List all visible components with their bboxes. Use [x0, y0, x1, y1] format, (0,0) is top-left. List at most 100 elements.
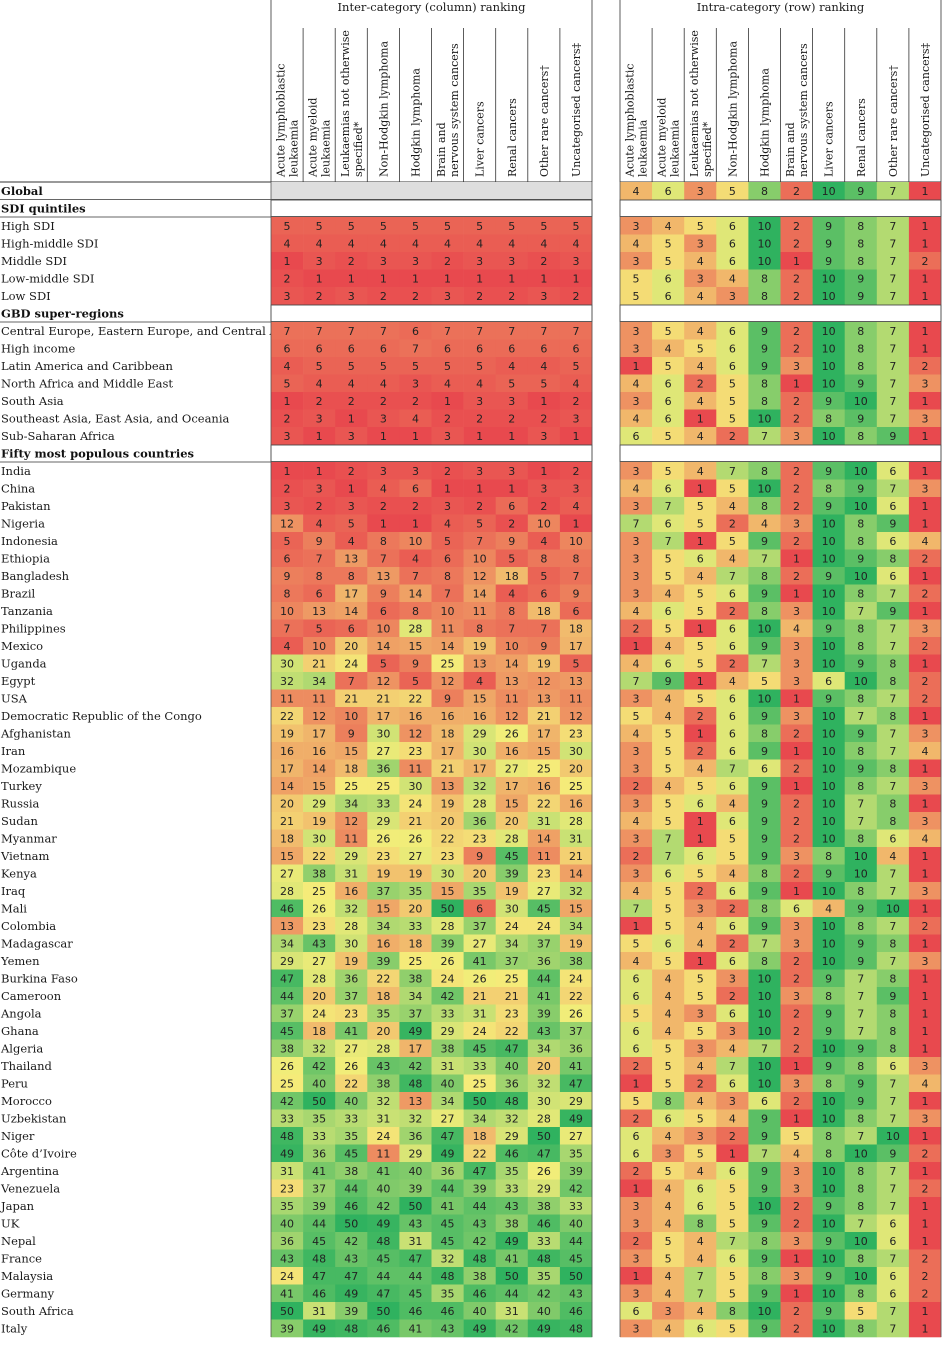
heatmap-cell [652, 864, 685, 883]
heatmap-cell [844, 322, 878, 340]
heatmap-cell [684, 567, 717, 585]
cell-value: 30 [505, 902, 519, 915]
heatmap-cell [335, 689, 368, 708]
heatmap-cell [303, 339, 336, 358]
row-label: Myanmar [1, 831, 57, 845]
cell-value: 2 [921, 920, 928, 933]
heatmap-cell [399, 269, 432, 288]
row-label: Global [1, 184, 43, 198]
cell-value: 22 [441, 832, 455, 845]
cell-value: 4 [729, 1042, 736, 1055]
cell-value: 5 [665, 622, 672, 635]
cell-value: 7 [889, 587, 896, 600]
heatmap-cell [335, 707, 368, 725]
cell-value: 42 [537, 1287, 551, 1300]
cell-value: 1 [633, 1270, 640, 1283]
cell-value: 48 [376, 1235, 390, 1248]
cell-value: 7 [857, 605, 864, 618]
cell-value: 10 [280, 605, 294, 618]
cell-value: 1 [921, 1025, 928, 1038]
cell-value: 7 [761, 1147, 768, 1160]
cell-value: 44 [537, 972, 551, 985]
heatmap-cell [527, 374, 561, 393]
cell-value: 2 [793, 797, 800, 810]
heatmap-cell [684, 672, 717, 690]
cell-value: 15 [312, 780, 326, 793]
heatmap-cell [780, 759, 813, 778]
heatmap-cell [399, 847, 432, 865]
heatmap-cell [399, 602, 432, 620]
cell-value: 5 [633, 1007, 640, 1020]
cell-value: 4 [665, 640, 672, 653]
heatmap-cell [431, 392, 464, 410]
cell-value: 33 [312, 1130, 326, 1143]
heatmap-cell [620, 637, 653, 655]
heatmap-cell [367, 514, 400, 533]
cell-value: 13 [473, 657, 487, 670]
cell-value: 6 [729, 710, 736, 723]
heatmap-cell [335, 357, 368, 375]
cell-value: 7 [889, 885, 896, 898]
heatmap-cell [271, 339, 304, 358]
heatmap-cell [620, 742, 653, 760]
cell-value: 8 [857, 885, 864, 898]
cell-value: 47 [280, 972, 294, 985]
cell-value: 9 [825, 1305, 832, 1318]
cell-value: 27 [376, 745, 390, 758]
cell-value: 5 [697, 692, 704, 705]
cell-value: 10 [854, 675, 868, 688]
cell-value: 10 [822, 342, 836, 355]
cell-value: 3 [633, 1200, 640, 1213]
cell-value: 6 [729, 955, 736, 968]
heatmap-cell [908, 357, 942, 375]
cell-value: 2 [508, 412, 515, 425]
cell-value: 6 [729, 885, 736, 898]
heatmap-cell [559, 549, 593, 568]
cell-value: 39 [505, 867, 519, 880]
cell-value: 8 [889, 762, 896, 775]
cell-value: 1 [793, 1252, 800, 1265]
heatmap-cell [559, 689, 593, 708]
heatmap-cell [367, 899, 400, 918]
heatmap-cell [780, 829, 813, 848]
heatmap-cell [527, 287, 561, 305]
cell-value: 10 [822, 360, 836, 373]
cell-value: 9 [825, 500, 832, 513]
cell-value: 5 [729, 395, 736, 408]
cell-value: 2 [729, 605, 736, 618]
cell-value: 5 [665, 902, 672, 915]
cell-value: 34 [376, 920, 390, 933]
cell-value: 5 [729, 850, 736, 863]
cell-value: 6 [444, 342, 451, 355]
heatmap-cell [559, 532, 593, 550]
cell-value: 28 [441, 920, 455, 933]
heatmap-cell [527, 427, 561, 445]
cell-value: 13 [408, 1095, 422, 1108]
cell-value: 11 [312, 692, 326, 705]
cell-value: 8 [761, 377, 768, 390]
heatmap-cell [463, 567, 496, 585]
cell-value: 14 [408, 587, 422, 600]
cell-value: 7 [889, 780, 896, 793]
heatmap-cell [463, 899, 496, 918]
cell-value: 5 [633, 937, 640, 950]
cell-value: 5 [665, 727, 672, 740]
heatmap-cell [463, 847, 496, 865]
cell-value: 9 [572, 587, 579, 600]
cell-value: 6 [633, 972, 640, 985]
cell-value: 6 [572, 605, 579, 618]
heatmap-cell [271, 654, 304, 673]
cell-value: 19 [537, 657, 551, 670]
heatmap-cell [908, 724, 942, 743]
cell-value: 5 [348, 220, 355, 233]
cell-value: 8 [825, 1130, 832, 1143]
cell-value: 6 [476, 342, 483, 355]
cell-value: 3 [348, 500, 355, 513]
heatmap-cell [684, 759, 717, 778]
heatmap-cell [620, 584, 653, 603]
cell-value: 33 [505, 1182, 519, 1195]
cell-value: 2 [284, 482, 291, 495]
cell-value: 31 [505, 1305, 519, 1318]
cell-value: 25 [441, 657, 455, 670]
cell-value: 8 [761, 867, 768, 880]
